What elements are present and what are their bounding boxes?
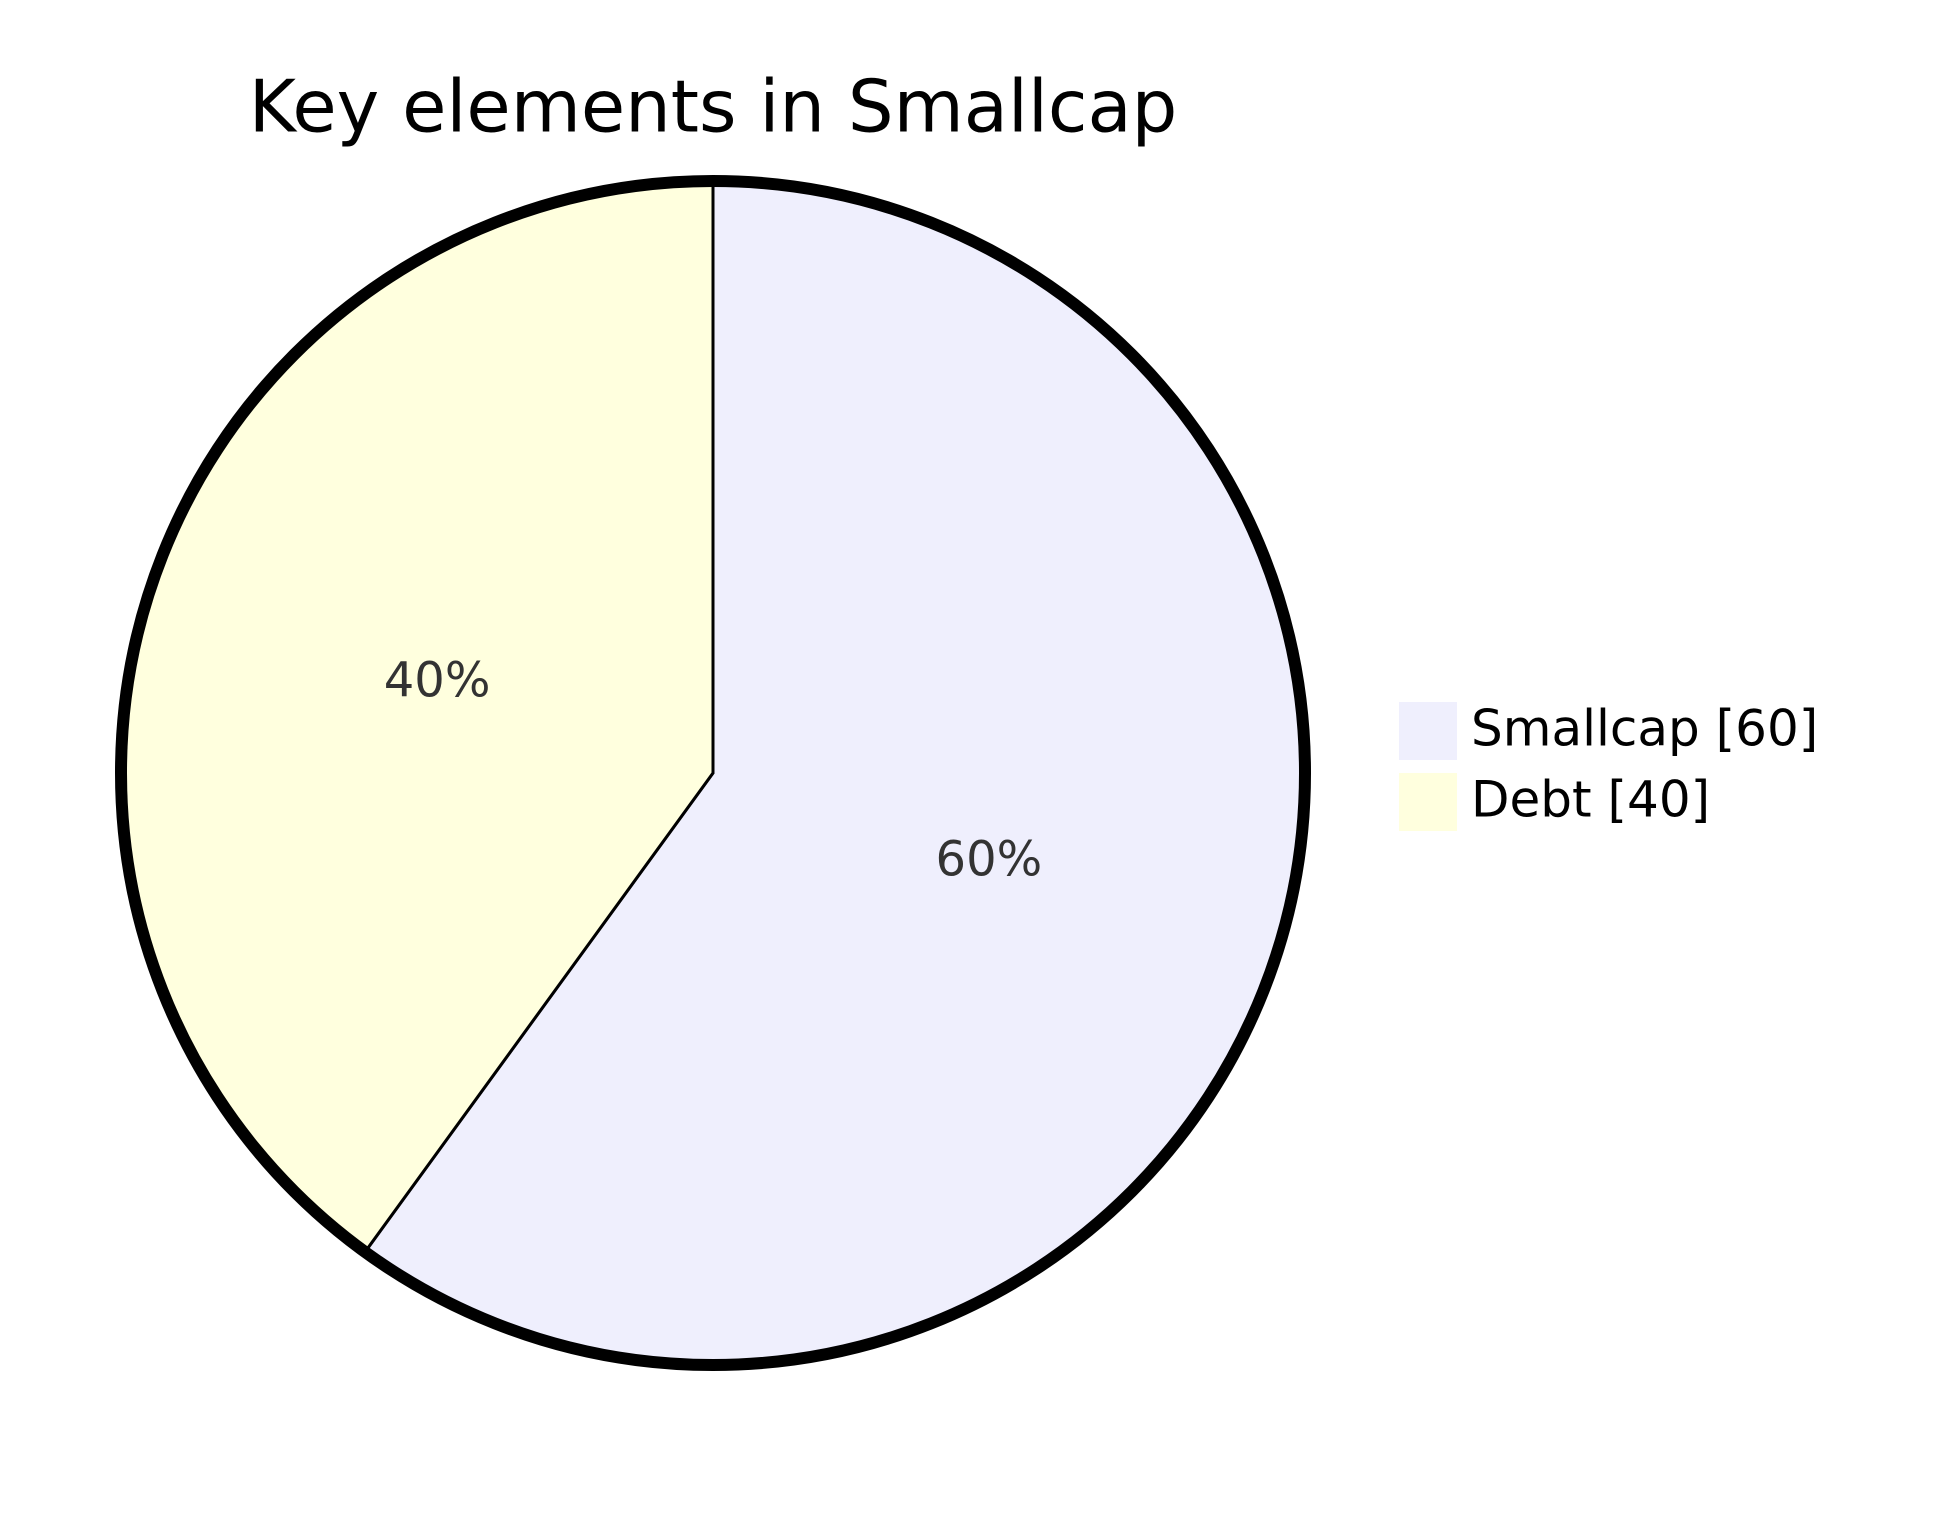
pie-outline <box>115 175 1311 1371</box>
chart-title: Key elements in Smallcap <box>249 65 1178 149</box>
legend-swatch <box>1399 702 1457 760</box>
legend-label: Smallcap [60] <box>1471 700 1818 758</box>
slice-label: 40% <box>384 652 491 708</box>
legend-label: Debt [40] <box>1471 771 1710 829</box>
slice-label: 60% <box>936 832 1043 888</box>
legend-swatch <box>1399 773 1457 831</box>
